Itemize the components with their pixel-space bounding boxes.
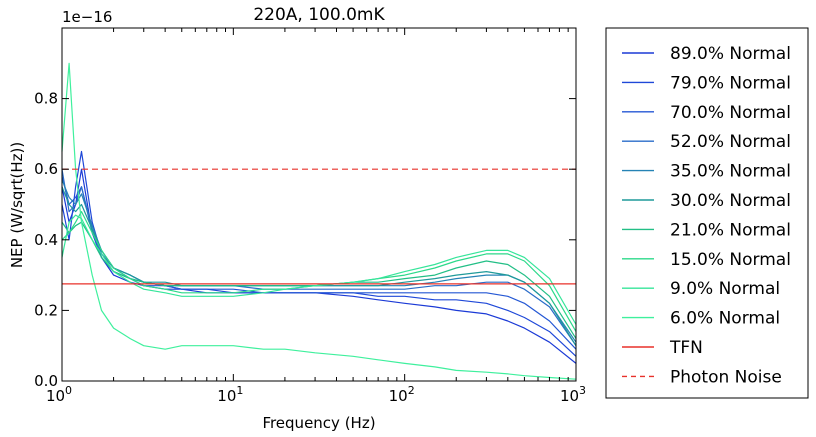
legend-label-11: TFN: [669, 338, 703, 358]
y-tick-label: 0.2: [34, 301, 58, 319]
legend-label-5: 35.0% Normal: [670, 162, 791, 182]
x-tick-label: 100: [46, 384, 72, 405]
axis-ticks: 100 101 102 103 0.0 0.2 0.4 0.6 0.8: [34, 28, 586, 405]
x-tick-label: 102: [389, 384, 415, 405]
legend-label-8: 15.0% Normal: [670, 250, 791, 270]
legend-label-7: 21.0% Normal: [670, 220, 791, 240]
legend-label-2: 79.0% Normal: [670, 73, 791, 93]
y-tick-label: 0.6: [34, 160, 58, 178]
series-layer: [61, 62, 577, 380]
y-axis-multiplier-label: 1e−16: [62, 8, 112, 26]
legend-label-10: 6.0% Normal: [670, 309, 780, 329]
y-axis-title: NEP (W/sqrt(Hz)): [8, 142, 26, 268]
legend-label-12: Photon Noise: [670, 367, 782, 387]
chart-title: 220A, 100.0mK: [253, 5, 385, 25]
x-axis-title: Frequency (Hz): [262, 414, 375, 432]
plot-area-frame: [61, 27, 577, 382]
legend-label-4: 52.0% Normal: [670, 132, 791, 152]
series-line-8: [61, 211, 577, 332]
x-tick-label: 103: [560, 384, 586, 405]
legend: 89.0% Normal 79.0% Normal 70.0% Normal 52.0…: [605, 27, 809, 399]
legend-label-6: 30.0% Normal: [670, 191, 791, 211]
legend-label-1: 89.0% Normal: [670, 44, 791, 64]
series-line-2: [61, 150, 577, 357]
legend-label-9: 9.0% Normal: [670, 279, 780, 299]
series-line-10: [61, 62, 577, 380]
y-tick-label: 0.8: [34, 90, 58, 108]
legend-items: 89.0% Normal 79.0% Normal 70.0% Normal 52.0…: [622, 44, 791, 387]
legend-frame: [605, 27, 809, 399]
legend-label-3: 70.0% Normal: [670, 103, 791, 123]
series-line-9: [61, 214, 577, 325]
y-tick-label: 0.4: [34, 231, 58, 249]
y-tick-label: 0.0: [34, 372, 58, 390]
x-tick-label: 101: [217, 384, 243, 405]
